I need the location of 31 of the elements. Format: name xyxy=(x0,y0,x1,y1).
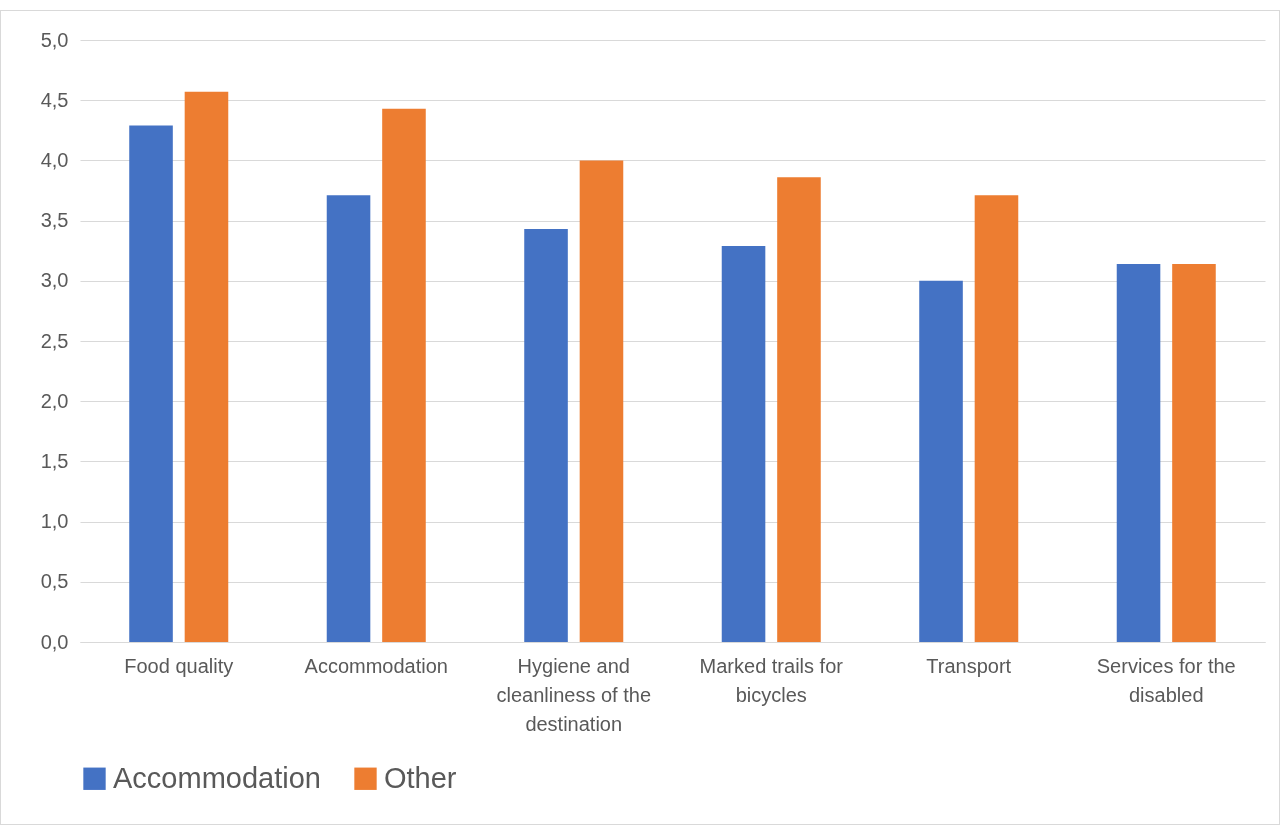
x-tick-label: Services for the disabled xyxy=(1096,654,1236,706)
bar xyxy=(721,245,766,642)
bar xyxy=(1116,263,1161,642)
y-tick-label: 3,5 xyxy=(40,209,69,232)
y-tick-label: 2,0 xyxy=(40,389,69,412)
bar xyxy=(919,280,963,642)
y-tick-label: 0,0 xyxy=(40,630,69,653)
bar xyxy=(524,229,568,642)
y-tick-label: 4,0 xyxy=(40,148,69,171)
x-tick-label: Transport xyxy=(926,654,1012,677)
legend-label: Other xyxy=(384,761,457,794)
bar xyxy=(1172,263,1216,642)
bar xyxy=(382,108,426,642)
y-tick-label: 1,0 xyxy=(40,510,69,533)
bar xyxy=(579,160,624,642)
x-tick-label: Food quality xyxy=(124,654,234,677)
bar xyxy=(326,195,371,642)
x-tick-label: Accommodation xyxy=(304,654,448,677)
x-tick-label: Marked trails for bicycles xyxy=(699,654,844,706)
bar xyxy=(184,91,229,642)
x-tick-label: Hygiene and cleanliness of the destination xyxy=(496,654,652,735)
bar xyxy=(777,177,821,642)
y-tick-label: 0,5 xyxy=(40,570,69,593)
y-tick-label: 1,5 xyxy=(40,449,69,472)
y-tick-label: 2,5 xyxy=(40,329,69,352)
y-tick-label: 5,0 xyxy=(40,28,69,51)
legend-label: Accommodation xyxy=(113,761,321,794)
y-tick-label: 4,5 xyxy=(40,88,69,111)
bar xyxy=(974,195,1019,642)
y-tick-label: 3,0 xyxy=(40,269,69,292)
bar xyxy=(129,125,173,642)
